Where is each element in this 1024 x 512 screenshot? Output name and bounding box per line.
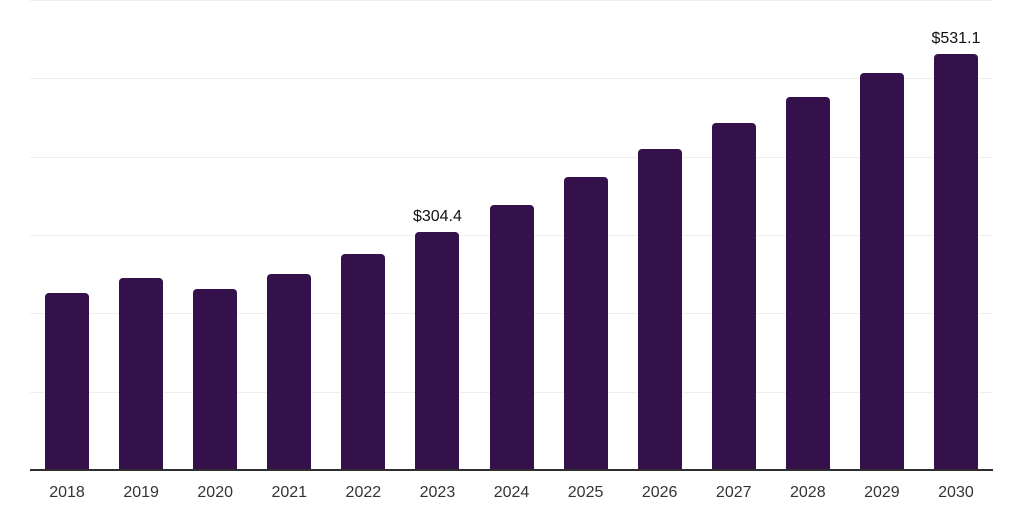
x-axis-line	[30, 469, 993, 471]
x-tick-label-2030: 2030	[938, 484, 974, 501]
x-tick-label-2021: 2021	[271, 484, 308, 501]
bar-2020	[193, 288, 238, 470]
bar-2018	[45, 293, 90, 470]
bar-2025	[563, 177, 608, 470]
x-tick-label-2028: 2028	[790, 484, 826, 501]
bar-2023	[415, 231, 460, 470]
data-label-2030: $531.1	[931, 29, 981, 47]
x-tick-label-2018: 2018	[49, 484, 85, 501]
x-tick-label-2024: 2024	[493, 484, 530, 501]
gridline-600	[30, 0, 993, 1]
bar-2019	[119, 278, 164, 470]
x-tick-label-2026: 2026	[641, 484, 678, 501]
x-tick-label-2027: 2027	[715, 484, 752, 501]
bar-2027	[711, 122, 756, 470]
x-tick-label-2025: 2025	[567, 484, 604, 501]
plot-area: $304.4 $531.1	[30, 0, 993, 470]
data-label-2023: $304.4	[412, 207, 462, 225]
x-tick-label-2020: 2020	[197, 484, 233, 501]
x-tick-label-2019: 2019	[123, 484, 159, 501]
bar-2026	[637, 149, 682, 470]
bar-2024	[489, 205, 534, 470]
bar-2028	[785, 96, 830, 470]
gridline-500	[30, 78, 993, 80]
bar-2022	[341, 254, 386, 470]
gridline-400	[30, 156, 993, 158]
bar-2021	[267, 274, 312, 470]
x-tick-label-2029: 2029	[864, 484, 900, 501]
bar-2029	[859, 73, 904, 470]
bar-2030	[933, 53, 978, 470]
x-tick-label-2022: 2022	[345, 484, 382, 501]
x-tick-label-2023: 2023	[419, 484, 456, 501]
